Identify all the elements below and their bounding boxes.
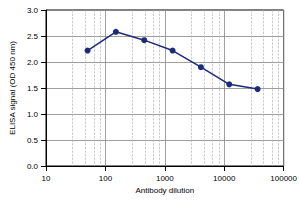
svg-text:Antibody dilution: Antibody dilution [135, 186, 194, 195]
svg-text:0.5: 0.5 [27, 136, 39, 145]
svg-text:1.5: 1.5 [27, 84, 39, 93]
svg-text:3.0: 3.0 [27, 6, 39, 15]
svg-text:2.5: 2.5 [27, 32, 39, 41]
svg-text:100: 100 [99, 174, 113, 183]
svg-text:10000: 10000 [213, 174, 236, 183]
svg-text:0.0: 0.0 [27, 162, 39, 171]
svg-text:1000: 1000 [156, 174, 174, 183]
svg-text:ELISA signal (OD 450 nm): ELISA signal (OD 450 nm) [8, 41, 17, 135]
svg-text:1.0: 1.0 [27, 110, 39, 119]
svg-text:10: 10 [42, 174, 51, 183]
svg-text:2.0: 2.0 [27, 58, 39, 67]
svg-text:100000: 100000 [270, 174, 297, 183]
